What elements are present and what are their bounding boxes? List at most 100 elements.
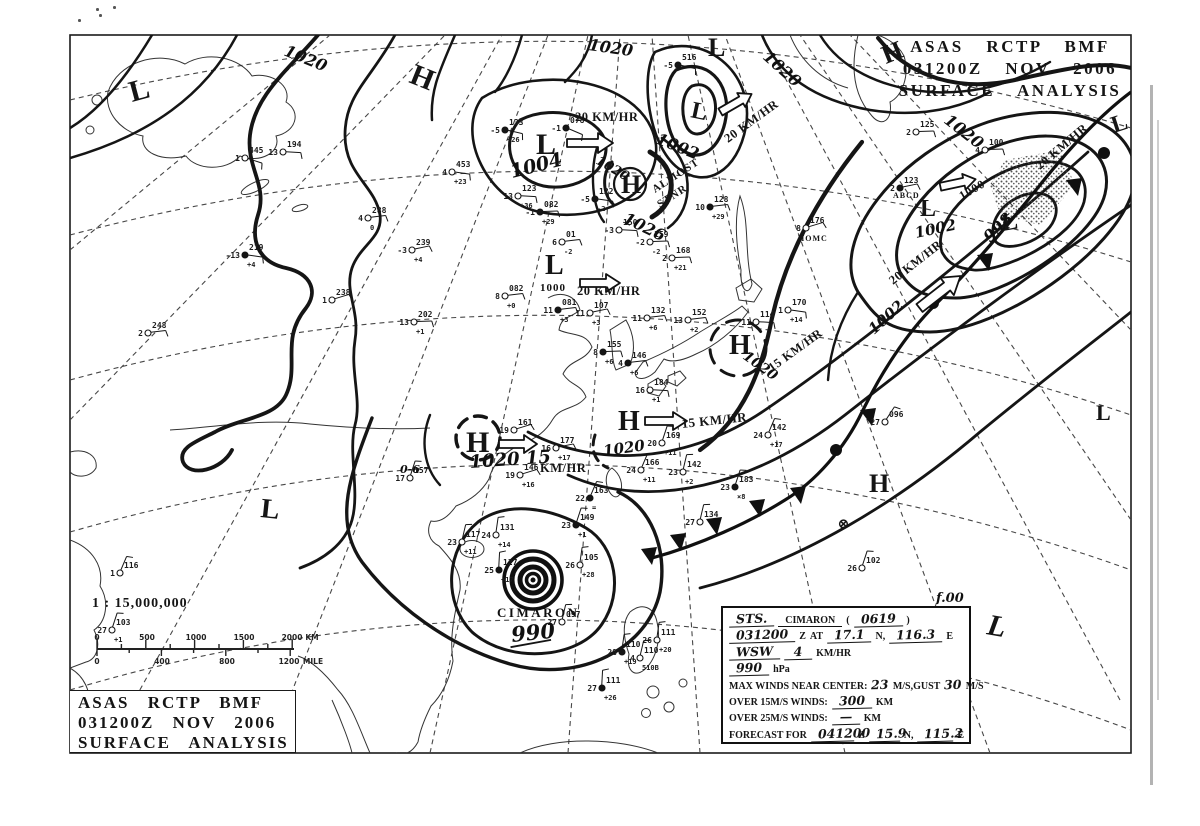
svg-text:134: 134 xyxy=(704,510,719,519)
svg-text:+11: +11 xyxy=(643,476,656,484)
svg-text:L: L xyxy=(708,33,725,62)
scale-km-label: 0 xyxy=(94,633,99,642)
storm-box-handwritten-value: 115.2 xyxy=(917,725,964,743)
wind-barb xyxy=(601,668,609,686)
wind-barb xyxy=(495,516,505,533)
storm-box-handwritten-value: 17.1 xyxy=(826,626,872,644)
scan-speck xyxy=(78,19,81,22)
svg-text:159: 159 xyxy=(654,230,669,239)
station-plot: 6 01 -2 xyxy=(552,230,583,256)
station-plot: 4 453 +23 xyxy=(442,160,471,186)
svg-text:161: 161 xyxy=(518,418,533,427)
svg-text:123: 123 xyxy=(522,184,537,193)
svg-text:176: 176 xyxy=(810,216,825,225)
svg-text:16: 16 xyxy=(635,386,645,395)
storm-box-row: STS. CIMARON(0619) xyxy=(728,610,964,628)
svg-text:170: 170 xyxy=(792,298,807,307)
svg-text:1020: 1020 xyxy=(587,35,634,60)
station-plot: 8 176 xyxy=(796,216,827,233)
svg-text:H: H xyxy=(729,330,751,361)
wind-barb xyxy=(285,151,303,159)
svg-text:19: 19 xyxy=(499,426,509,435)
storm-box-label: OVER 15M/S WINDS: xyxy=(729,696,828,708)
storm-box-label: OVER 25M/S WINDS: xyxy=(729,713,828,725)
svg-text:16: 16 xyxy=(541,444,551,453)
svg-text:146: 146 xyxy=(524,463,539,472)
wind-barb xyxy=(768,417,782,433)
wind-barb xyxy=(334,293,353,301)
scan-speck xyxy=(99,14,102,17)
svg-text:+6: +6 xyxy=(630,369,638,377)
speed-label: KM/HR xyxy=(540,461,586,475)
wind-barb xyxy=(522,468,541,476)
pressure-value: 1002 xyxy=(865,297,908,338)
wind-barb xyxy=(542,210,561,218)
svg-text:H: H xyxy=(618,406,640,437)
pressure-value: 1020 xyxy=(759,47,805,91)
svg-text:-3: -3 xyxy=(397,246,407,255)
station-plot: 4 288 0 xyxy=(358,206,389,232)
chart-source: ASAS RCTP BMF xyxy=(78,693,264,712)
svg-text:-2: -2 xyxy=(564,248,572,256)
storm-box-row: MAX WINDS NEAR CENTER: 23 M/S,GUST 30 M/S xyxy=(729,676,984,693)
svg-text:H: H xyxy=(466,426,489,459)
station-plot: -1 082 +29 xyxy=(525,200,561,226)
low-symbol: L xyxy=(1000,209,1020,237)
station-plots: 13194144542880-3239+4123813202+1-13219+4… xyxy=(97,53,1006,702)
svg-text:11: 11 xyxy=(741,318,751,327)
svg-text:111: 111 xyxy=(606,676,621,685)
station-plot: 16 184 +1 xyxy=(635,378,670,404)
svg-text:19: 19 xyxy=(505,471,515,480)
svg-text:28: 28 xyxy=(607,648,617,657)
chart-datetime: 031200Z NOV 2006 xyxy=(78,713,277,732)
wind-barb xyxy=(649,314,668,322)
wind-barb xyxy=(680,64,697,76)
svg-text:-13: -13 xyxy=(226,251,241,260)
svg-text:11: 11 xyxy=(632,314,642,323)
station-plot: 23 183 ×8 xyxy=(720,469,754,501)
symbol: ⊗ xyxy=(838,516,849,531)
svg-text:146: 146 xyxy=(632,351,647,360)
storm-box-handwritten-value: 15.9 xyxy=(868,725,906,743)
storm-box-handwritten-value: 031200 xyxy=(728,626,796,645)
station-id: HOMC xyxy=(798,234,827,243)
svg-text:+20: +20 xyxy=(659,646,672,654)
storm-box-label: M/S xyxy=(965,680,984,692)
svg-text:177: 177 xyxy=(560,436,575,445)
svg-text:4: 4 xyxy=(618,359,623,368)
station-plot: 11 114 xyxy=(741,310,776,329)
svg-text:+19: +19 xyxy=(624,658,637,666)
svg-text:L: L xyxy=(536,128,556,161)
svg-text:-2: -2 xyxy=(652,248,660,256)
station-plot: 13 152 +2 xyxy=(673,308,709,334)
svg-text:-5: -5 xyxy=(490,126,500,135)
station-plot: 20 169 +11 xyxy=(647,425,681,457)
wind-barb xyxy=(247,254,264,264)
wind-barb xyxy=(902,183,921,190)
scan-speck xyxy=(113,6,116,9)
svg-text:-2: -2 xyxy=(597,205,605,213)
pressure-value: 1000 xyxy=(540,282,566,294)
svg-text:23: 23 xyxy=(447,538,457,547)
svg-text:26: 26 xyxy=(565,561,575,570)
station-plot: 19 146 +16 xyxy=(505,463,541,489)
svg-text:097: 097 xyxy=(566,610,581,619)
svg-text:+14: +14 xyxy=(498,541,511,549)
station-plot: -5 133 +26 xyxy=(490,118,523,144)
storm-box-handwritten-value: 041200 xyxy=(810,725,870,743)
svg-text:1000: 1000 xyxy=(540,282,566,294)
wind-barb xyxy=(507,292,526,300)
speed-label: 20 KM/HR xyxy=(575,110,638,124)
svg-text:L: L xyxy=(1000,209,1020,237)
svg-text:8: 8 xyxy=(495,292,500,301)
storm-box-label: N, xyxy=(875,631,886,643)
svg-text:23: 23 xyxy=(668,468,678,477)
svg-text:116: 116 xyxy=(124,561,139,570)
wind-barb xyxy=(568,128,584,142)
svg-text:25: 25 xyxy=(484,566,494,575)
svg-text:L: L xyxy=(545,250,564,281)
wind-barb xyxy=(662,425,674,441)
scale-bar: 0 500 1000 1500 2000 KM 0 400 800 1200 MILE xyxy=(94,633,323,666)
svg-text:+17: +17 xyxy=(770,441,783,449)
storm-name: CIMARON xyxy=(497,605,577,620)
